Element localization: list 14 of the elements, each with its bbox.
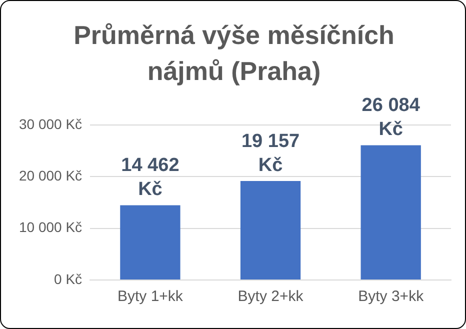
bar (360, 145, 421, 280)
y-tick-label: 30 000 Kč (18, 116, 82, 132)
y-tick-label: 10 000 Kč (18, 219, 82, 236)
x-tick-label: Byty 1+kk (117, 288, 184, 306)
y-tick-label: 0 Kč (54, 270, 82, 287)
bar (240, 181, 301, 280)
data-label: 14 462 Kč (121, 155, 180, 200)
data-label: 26 084 Kč (362, 94, 420, 140)
bar (120, 205, 180, 280)
x-tick-label: Byty 3+kk (358, 288, 424, 306)
data-label: 19 157 Kč (241, 130, 300, 176)
x-tick-label: Byty 2+kk (238, 288, 304, 306)
chart-title: Průměrná výše měsíčních nájmů (Praha) (72, 19, 396, 88)
y-tick-label: 20 000 Kč (18, 168, 82, 184)
